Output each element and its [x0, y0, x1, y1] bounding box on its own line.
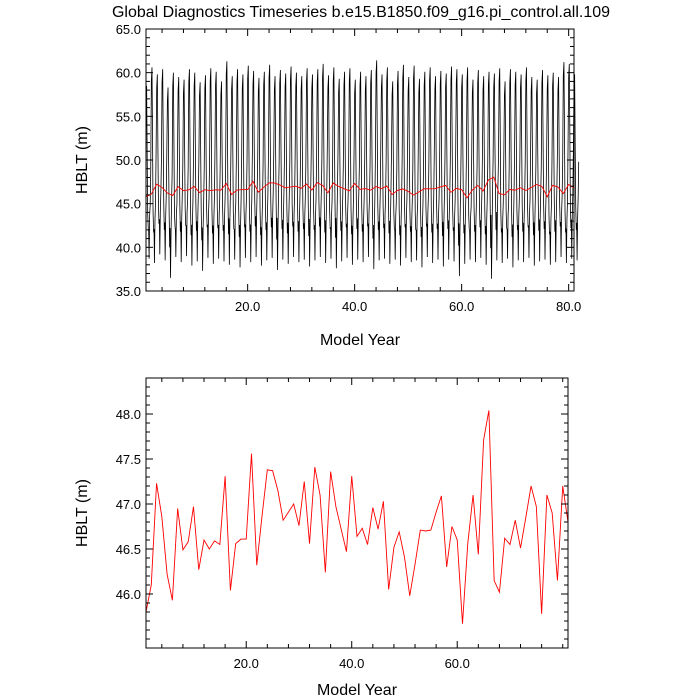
y-tick-label: 47.5: [116, 452, 141, 467]
y-tick-label: 46.5: [116, 542, 141, 557]
series-line-0: [145, 60, 580, 279]
x-tick-label: 60.0: [445, 656, 470, 671]
bottom-panel: 20.0 40.0 60.0 46.0 46.5 47.0 47.5 48.0 Model Ye…: [74, 377, 569, 699]
y-axis-label: HBLT (m): [74, 126, 91, 194]
y-tick-label: 65.0: [116, 22, 141, 37]
y-tick-label: 46.0: [116, 587, 141, 602]
y-tick-label: 55.0: [116, 109, 141, 124]
y-tick-label: 35.0: [116, 284, 141, 299]
series-line-1: [145, 176, 575, 199]
chart-title: Global Diagnostics Timeseries b.e15.B185…: [112, 4, 610, 21]
x-tick-label: 20.0: [235, 299, 260, 314]
y-tick-label: 47.0: [116, 497, 141, 512]
y-tick-label: 45.0: [116, 197, 141, 212]
x-tick-label: 20.0: [234, 656, 259, 671]
x-tick-label: 40.0: [339, 656, 364, 671]
series-line-0: [145, 410, 569, 624]
x-tick-label: 40.0: [342, 299, 367, 314]
plot-frame: [145, 28, 575, 292]
x-tick-label: 80.0: [556, 299, 581, 314]
top-panel: 20.0 40.0 60.0 80.0 35.0 40.0 45.0 50.0 55.0 60.0…: [74, 22, 581, 349]
plot-frame: [145, 377, 569, 649]
y-tick-label: 50.0: [116, 153, 141, 168]
y-tick-label: 48.0: [116, 407, 141, 422]
y-axis-label: HBLT (m): [74, 479, 91, 547]
x-tick-label: 60.0: [449, 299, 474, 314]
x-axis-label: Model Year: [320, 332, 401, 349]
y-tick-label: 40.0: [116, 240, 141, 255]
x-axis-label: Model Year: [317, 682, 398, 699]
y-tick-label: 60.0: [116, 66, 141, 81]
